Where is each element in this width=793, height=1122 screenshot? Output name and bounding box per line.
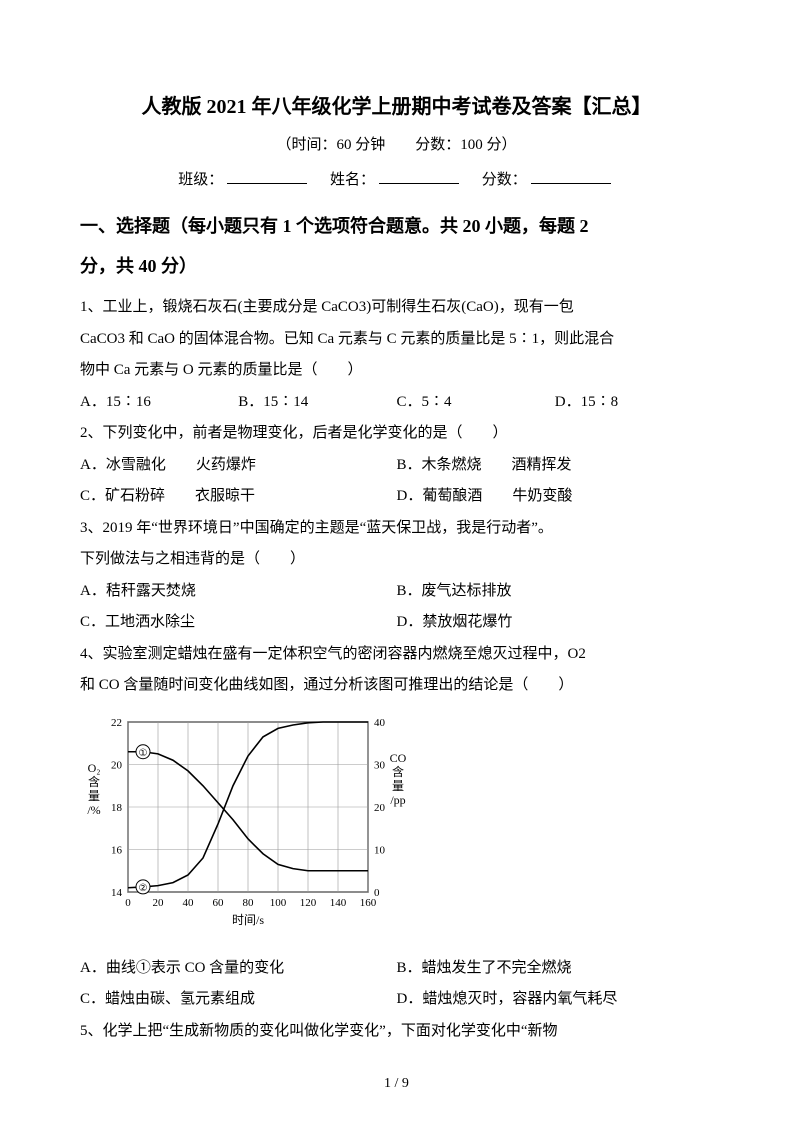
svg-text:时间/s: 时间/s — [232, 913, 264, 927]
section-1-line1: 一、选择题（每小题只有 1 个选项符合题意。共 20 小题，每题 2 — [80, 216, 589, 236]
q4-opt-b: B．蜡烛发生了不完全燃烧 — [397, 953, 714, 985]
q3-l2: 下列做法与之相违背的是（ ） — [80, 551, 305, 567]
class-label: 班级： — [178, 172, 223, 188]
svg-text:10: 10 — [374, 844, 386, 856]
chart-container: 0204060801001201401601416182022010203040… — [80, 712, 713, 947]
q1-l2: CaCO3 和 CaO 的固体混合物。已知 Ca 元素与 C 元素的质量比是 5… — [80, 331, 614, 347]
svg-text:①: ① — [139, 747, 148, 758]
svg-text:22: 22 — [111, 717, 122, 729]
svg-text:40: 40 — [374, 717, 386, 729]
svg-text:含: 含 — [392, 764, 404, 779]
svg-text:40: 40 — [183, 897, 195, 909]
svg-text:80: 80 — [243, 897, 255, 909]
page-number: 1 / 9 — [0, 1076, 793, 1092]
section-1-head: 一、选择题（每小题只有 1 个选项符合题意。共 20 小题，每题 2 分，共 4… — [80, 207, 713, 286]
svg-text:0: 0 — [125, 897, 131, 909]
q3-opt-a: A．秸秆露天焚烧 — [80, 576, 397, 608]
svg-text:60: 60 — [213, 897, 225, 909]
q1-opt-a: A．15∶16 — [80, 387, 238, 419]
q3-opt-b: B．废气达标排放 — [397, 576, 714, 608]
q1: 1、工业上，锻烧石灰石(主要成分是 CaCO3)可制得生石灰(CaO)，现有一包… — [80, 292, 713, 387]
section-1-line2: 分，共 40 分） — [80, 256, 197, 276]
q3-row2: C．工地洒水除尘 D．禁放烟花爆竹 — [80, 607, 713, 639]
q4-opt-a: A．曲线①表示 CO 含量的变化 — [80, 953, 397, 985]
q2-opt-c: C．矿石粉碎 衣服晾干 — [80, 481, 397, 513]
svg-text:14: 14 — [111, 887, 123, 899]
svg-text:②: ② — [139, 883, 148, 894]
q5: 5、化学上把“生成新物质的变化叫做化学变化”，下面对化学变化中“新物 — [80, 1016, 713, 1048]
svg-text:100: 100 — [270, 897, 287, 909]
svg-text:20: 20 — [374, 802, 386, 814]
q4: 4、实验室测定蜡烛在盛有一定体积空气的密闭容器内燃烧至熄灭过程中，O2 和 CO… — [80, 639, 713, 702]
q2-opt-d: D．葡萄酿酒 牛奶变酸 — [397, 481, 714, 513]
q4-opt-d: D．蜡烛熄灭时，容器内氧气耗尽 — [397, 984, 714, 1016]
svg-text:18: 18 — [111, 802, 123, 814]
svg-text:量: 量 — [392, 779, 404, 793]
svg-text:CO: CO — [390, 751, 407, 765]
q3-row1: A．秸秆露天焚烧 B．废气达标排放 — [80, 576, 713, 608]
doc-subtitle: （时间：60 分钟 分数：100 分） — [80, 133, 713, 154]
name-blank[interactable] — [379, 169, 459, 184]
svg-text:/%: /% — [87, 803, 100, 817]
svg-text:20: 20 — [153, 897, 165, 909]
q3: 3、2019 年“世界环境日”中国确定的主题是“蓝天保卫战，我是行动者”。 下列… — [80, 513, 713, 576]
svg-text:20: 20 — [111, 759, 123, 771]
q4-l1: 4、实验室测定蜡烛在盛有一定体积空气的密闭容器内燃烧至熄灭过程中，O2 — [80, 646, 586, 662]
q3-opt-c: C．工地洒水除尘 — [80, 607, 397, 639]
q1-opt-c: C．5∶4 — [397, 387, 555, 419]
svg-text:含: 含 — [88, 774, 100, 789]
q1-l1: 1、工业上，锻烧石灰石(主要成分是 CaCO3)可制得生石灰(CaO)，现有一包 — [80, 299, 574, 315]
q5-l1: 5、化学上把“生成新物质的变化叫做化学变化”，下面对化学变化中“新物 — [80, 1023, 557, 1039]
svg-text:140: 140 — [330, 897, 347, 909]
svg-text:0: 0 — [374, 887, 380, 899]
info-line: 班级： 姓名： 分数： — [80, 168, 713, 189]
chart-svg: 0204060801001201401601416182022010203040… — [80, 712, 410, 942]
q3-opt-d: D．禁放烟花爆竹 — [397, 607, 714, 639]
name-label: 姓名： — [330, 172, 375, 188]
score-label: 分数： — [482, 172, 527, 188]
q2-stem: 2、下列变化中，前者是物理变化，后者是化学变化的是（ ） — [80, 418, 713, 450]
svg-text:30: 30 — [374, 759, 386, 771]
q4-row2: C．蜡烛由碳、氢元素组成 D．蜡烛熄灭时，容器内氧气耗尽 — [80, 984, 713, 1016]
doc-title: 人教版 2021 年八年级化学上册期中考试卷及答案【汇总】 — [80, 90, 713, 119]
svg-text:16: 16 — [111, 844, 123, 856]
q1-opt-b: B．15∶14 — [238, 387, 396, 419]
class-blank[interactable] — [227, 169, 307, 184]
q1-options: A．15∶16 B．15∶14 C．5∶4 D．15∶8 — [80, 387, 713, 419]
score-blank[interactable] — [531, 169, 611, 184]
q1-l3: 物中 Ca 元素与 O 元素的质量比是（ ） — [80, 362, 363, 378]
q4-row1: A．曲线①表示 CO 含量的变化 B．蜡烛发生了不完全燃烧 — [80, 953, 713, 985]
q3-l1: 3、2019 年“世界环境日”中国确定的主题是“蓝天保卫战，我是行动者”。 — [80, 520, 553, 536]
q1-opt-d: D．15∶8 — [555, 387, 713, 419]
q2-opt-a: A．冰雪融化 火药爆炸 — [80, 450, 397, 482]
q4-l2: 和 CO 含量随时间变化曲线如图，通过分析该图可推理出的结论是（ ） — [80, 677, 573, 693]
page: 人教版 2021 年八年级化学上册期中考试卷及答案【汇总】 （时间：60 分钟 … — [0, 0, 793, 1122]
svg-text:O₂: O₂ — [88, 761, 101, 775]
q2-opt-b: B．木条燃烧 酒精挥发 — [397, 450, 714, 482]
q4-opt-c: C．蜡烛由碳、氢元素组成 — [80, 984, 397, 1016]
q2-row2: C．矿石粉碎 衣服晾干 D．葡萄酿酒 牛奶变酸 — [80, 481, 713, 513]
svg-text:/pp: /pp — [390, 793, 405, 807]
q2-row1: A．冰雪融化 火药爆炸 B．木条燃烧 酒精挥发 — [80, 450, 713, 482]
svg-text:量: 量 — [88, 789, 100, 803]
svg-text:120: 120 — [300, 897, 317, 909]
